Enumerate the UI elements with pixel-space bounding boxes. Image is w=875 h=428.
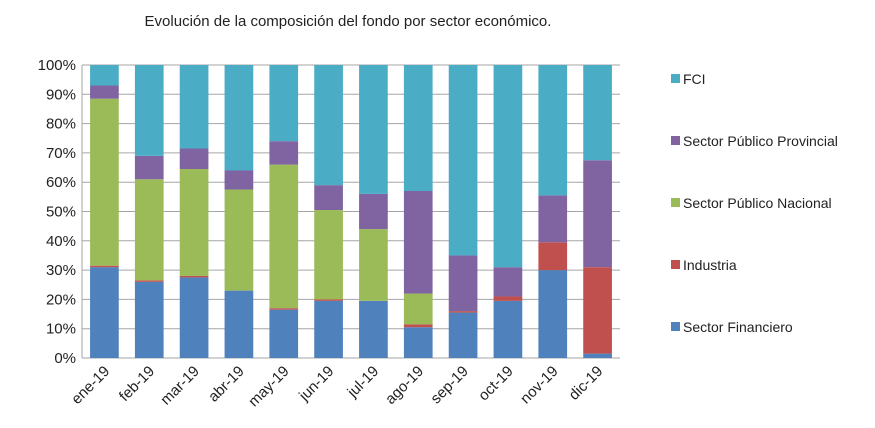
- bar-segment: [179, 275, 209, 278]
- bar-segment: [403, 65, 433, 191]
- bar-segment: [314, 210, 343, 300]
- legend-swatch: [671, 198, 680, 207]
- bar-segment: [314, 65, 343, 186]
- gridlines: [81, 64, 620, 359]
- y-tick-label: 20%: [46, 291, 76, 308]
- bar-segment: [134, 179, 164, 281]
- bar-segment: [269, 65, 299, 142]
- bar-segment: [583, 160, 612, 268]
- x-tick-label: nov-19: [517, 363, 561, 407]
- y-tick-label: 50%: [46, 204, 76, 221]
- bar-segment: [179, 169, 209, 276]
- bar-segment: [583, 65, 612, 161]
- legend-label: Sector Financiero: [683, 319, 793, 335]
- bar-segment: [179, 148, 209, 170]
- y-tick-label: 10%: [46, 321, 76, 338]
- legend-label: Sector Público Provincial: [683, 133, 838, 149]
- bar-segment: [448, 311, 478, 313]
- legend-label: Industria: [683, 257, 737, 273]
- bar-segment: [224, 65, 254, 171]
- bar-segment: [403, 293, 433, 325]
- bar-segment: [359, 229, 388, 301]
- bar-segment: [359, 300, 388, 358]
- y-axis-ticks: 0% 10% 20% 30% 40% 50% 60% 70% 80% 90% 100%: [38, 57, 76, 367]
- bar-segment: [134, 281, 164, 358]
- bar-segment: [583, 353, 612, 358]
- bar-segment: [403, 327, 433, 358]
- bar-segment: [583, 267, 612, 354]
- bar-segment: [493, 267, 523, 297]
- x-tick-label: ene-19: [68, 363, 113, 408]
- bar-segment: [448, 312, 478, 358]
- bar-segment: [269, 141, 299, 165]
- bar-segment: [90, 267, 119, 358]
- x-tick-label: oct-19: [475, 363, 517, 405]
- bar-segment: [224, 189, 254, 291]
- bar-segment: [134, 155, 164, 180]
- bar-segment: [493, 296, 523, 301]
- bar-segment: [179, 277, 209, 358]
- legend-swatch: [671, 136, 680, 145]
- bar-segment: [224, 290, 254, 358]
- bar-segment: [538, 195, 568, 243]
- x-tick-label: dic-19: [565, 363, 606, 404]
- bar-segment: [359, 65, 388, 194]
- y-tick-label: 40%: [46, 233, 76, 250]
- bar-segment: [134, 65, 164, 156]
- bar-segment: [403, 324, 433, 328]
- x-tick-label: jul-19: [344, 363, 383, 402]
- bar-segment: [90, 265, 119, 268]
- bar-segment: [224, 170, 254, 190]
- bar-segment: [90, 65, 119, 86]
- bar-segment: [90, 98, 119, 266]
- bar-segment: [269, 164, 299, 309]
- bar-segment: [269, 309, 299, 358]
- bar-segment: [90, 85, 119, 99]
- y-tick-label: 90%: [46, 86, 76, 103]
- legend: FCI Sector Público Provincial Sector Públi…: [671, 71, 838, 335]
- x-tick-label: jun-19: [295, 363, 337, 405]
- bar-segment: [134, 280, 164, 282]
- bar-segment: [538, 242, 568, 271]
- y-tick-label: 30%: [46, 262, 76, 279]
- legend-swatch: [671, 322, 680, 331]
- bar-segment: [314, 300, 343, 358]
- y-tick-label: 80%: [46, 116, 76, 133]
- bar-segment: [314, 185, 343, 211]
- y-tick-label: 70%: [46, 145, 76, 162]
- bar-segment: [493, 300, 523, 358]
- bar-segment: [448, 65, 478, 256]
- x-tick-label: sep-19: [427, 363, 471, 407]
- bars: [90, 65, 612, 358]
- bar-segment: [359, 193, 388, 230]
- y-tick-label: 60%: [46, 174, 76, 191]
- bar-segment: [179, 65, 209, 149]
- legend-swatch: [671, 260, 680, 269]
- legend-label: FCI: [683, 71, 706, 87]
- legend-swatch: [671, 74, 680, 83]
- x-tick-label: feb-19: [116, 363, 158, 405]
- bar-segment: [493, 65, 523, 268]
- bar-segment: [538, 65, 568, 196]
- x-tick-label: abr-19: [205, 363, 248, 406]
- bar-segment: [269, 308, 299, 310]
- bar-segment: [538, 270, 568, 358]
- bar-segment: [314, 299, 343, 301]
- bar-segment: [403, 190, 433, 294]
- x-tick-label: mar-19: [157, 363, 203, 409]
- y-tick-label: 100%: [38, 57, 76, 74]
- y-tick-label: 0%: [54, 350, 76, 367]
- x-tick-label: may-19: [245, 363, 292, 410]
- x-tick-label: ago-19: [382, 363, 427, 408]
- bar-segment: [448, 255, 478, 312]
- legend-label: Sector Público Nacional: [683, 195, 832, 211]
- chart-title: Evolución de la composición del fondo po…: [145, 13, 552, 30]
